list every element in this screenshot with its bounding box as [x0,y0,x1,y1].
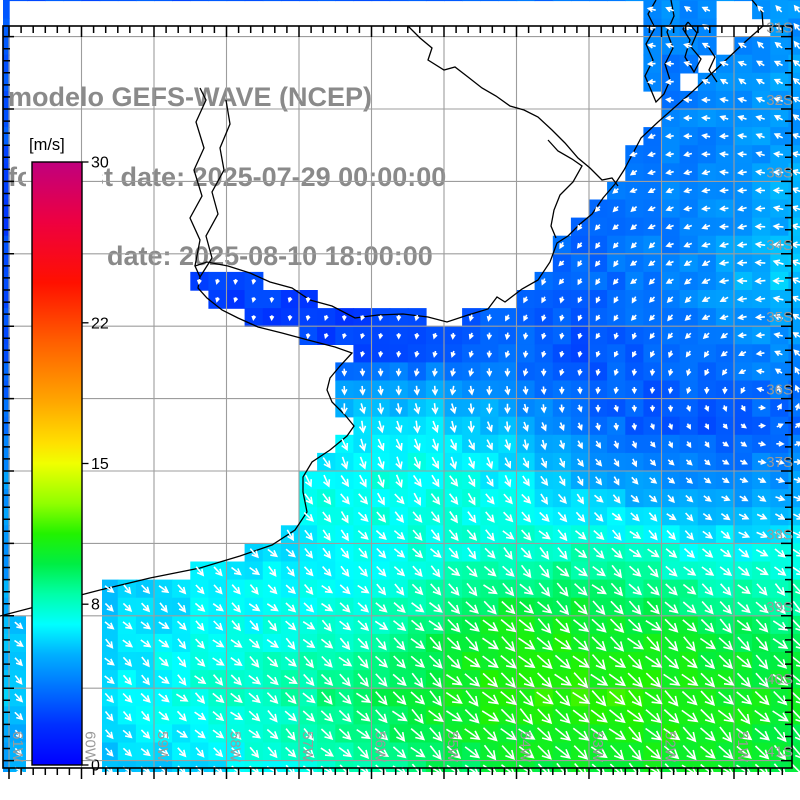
lagoon-outline [706,44,718,83]
map-frame [2,25,793,769]
colorbar: [m/s] 30 22 15 8 0 [29,136,109,775]
latlon-gridlines [3,26,792,768]
colorbar-tick-label: 8 [91,597,100,614]
lat-label: 34S [766,237,793,254]
lon-label: 57W [299,731,316,763]
lon-label: 60W [82,731,99,763]
model-title: modelo GEFS-WAVE (NCEP) [8,82,373,112]
lon-label: 54W [517,731,534,763]
lon-label: 53W [589,731,606,763]
lat-label: 31S [766,20,793,37]
lagoon-outline [547,139,583,239]
coastline-layer [0,0,764,617]
lat-label: 38S [766,526,793,543]
lon-label: 52W [662,731,679,763]
lat-label: 41S [766,744,793,761]
axis-ticks [3,26,792,779]
colorbar-tick-label: 15 [91,456,109,473]
colorbar-tick-label: 30 [91,155,109,172]
colorbar-unit-label: [m/s] [29,136,65,154]
geo-labels: 31S 32S 33S 34S 35S 36S 37S 38S 39S 40S 41S 61W 60W 5… [9,20,793,763]
river-line [199,99,231,278]
lat-label: 37S [766,454,793,471]
colorbar-tick-label: 22 [91,315,109,332]
lon-label: 58W [227,731,244,763]
lon-label: 55W [444,731,461,763]
lagoon-outline [644,0,675,104]
river-line [189,87,207,267]
lat-label: 39S [766,599,793,616]
colorbar-gradient-bar [31,161,83,766]
lat-label: 32S [766,92,793,109]
lon-label: 61W [9,731,26,763]
colorbar-tick-label: 0 [91,758,100,775]
lat-label: 40S [766,671,793,688]
coastline [0,0,764,617]
lon-label: 51W [734,731,751,763]
direction-arrows [14,4,800,772]
lon-label: 56W [372,731,389,763]
lon-label: 59W [154,731,171,763]
lat-label: 33S [766,164,793,181]
border-line [407,25,619,187]
lat-label: 35S [766,309,793,326]
lat-label: 36S [766,382,793,399]
